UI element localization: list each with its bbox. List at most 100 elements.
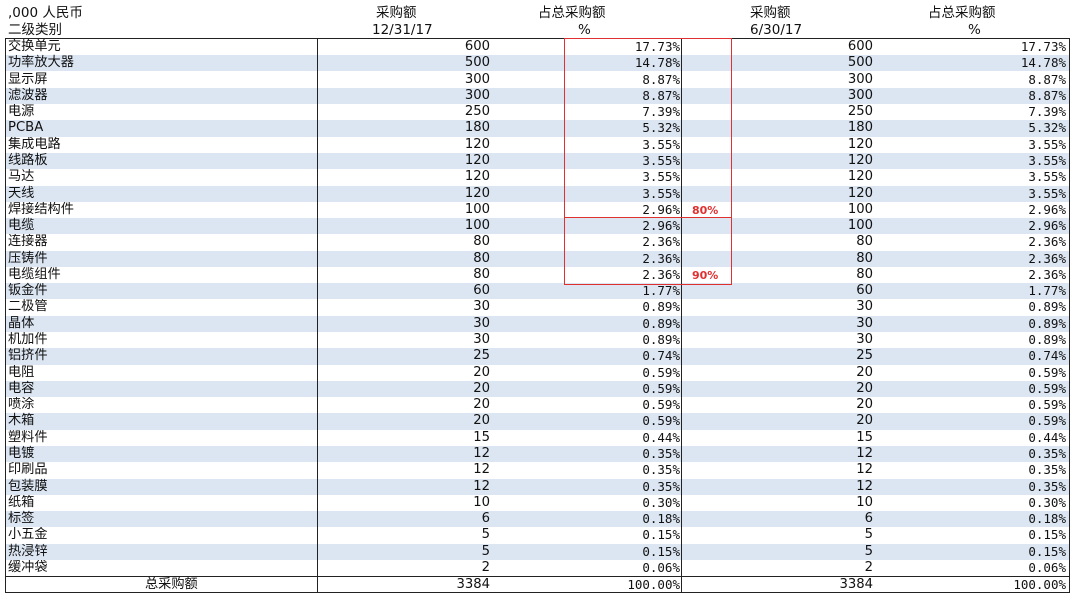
row-pct-dec: 3.55% <box>642 169 680 185</box>
row-value-dec: 5 <box>481 543 490 559</box>
table-row: 电阻 20 0.59% 20 0.59% <box>5 365 1070 381</box>
row-name: 压铸件 <box>8 250 48 266</box>
row-value-jun: 300 <box>847 87 873 103</box>
row-pct-jun: 8.87% <box>1028 87 1066 103</box>
row-pct-dec: 8.87% <box>642 71 680 87</box>
table-bottom-border <box>5 592 1070 593</box>
row-pct-jun: 2.96% <box>1028 201 1066 217</box>
row-pct-jun: 0.59% <box>1028 413 1066 429</box>
row-pct-jun: 5.32% <box>1028 120 1066 136</box>
row-value-jun: 120 <box>847 152 873 168</box>
row-pct-dec: 8.87% <box>642 87 680 103</box>
table-row: 木箱 20 0.59% 20 0.59% <box>5 413 1070 430</box>
row-name: 集成电路 <box>8 136 61 152</box>
row-pct-dec: 2.96% <box>642 218 680 234</box>
row-name: 木箱 <box>8 413 35 429</box>
row-value-jun: 12 <box>856 446 873 461</box>
row-pct-jun: 0.35% <box>1028 478 1066 494</box>
row-name: 喷涂 <box>8 397 35 413</box>
row-pct-jun: 17.73% <box>1020 39 1066 54</box>
table-row: 塑料件 15 0.44% 15 0.44% <box>5 430 1070 446</box>
row-value-dec: 60 <box>473 283 490 299</box>
row-value-dec: 12 <box>473 462 490 478</box>
row-pct-jun: 0.15% <box>1028 527 1066 543</box>
row-name: 标签 <box>8 511 35 527</box>
row-value-dec: 15 <box>473 429 490 445</box>
row-value-dec: 25 <box>473 348 490 364</box>
table-row: 焊接结构件 100 2.96% 100 2.96% <box>5 202 1070 218</box>
row-name: 显示屏 <box>8 71 48 87</box>
table-row: PCBA 180 5.32% 180 5.32% <box>5 120 1070 137</box>
table-row: 电容 20 0.59% 20 0.59% <box>5 380 1070 398</box>
row-value-jun: 5 <box>864 543 873 559</box>
row-name: 电缆 <box>8 218 35 234</box>
row-name: 晶体 <box>8 315 35 331</box>
row-value-jun: 6 <box>864 511 873 527</box>
row-pct-jun: 0.18% <box>1028 511 1066 527</box>
table-row: 铝挤件 25 0.74% 25 0.74% <box>5 348 1070 365</box>
row-name: 缓冲袋 <box>8 559 48 575</box>
row-value-jun: 30 <box>856 315 873 331</box>
row-name: 连接器 <box>8 234 48 250</box>
row-value-dec: 20 <box>473 397 490 413</box>
row-pct-jun: 0.59% <box>1028 380 1066 396</box>
row-value-jun: 12 <box>856 462 873 478</box>
row-value-dec: 120 <box>464 169 490 185</box>
table-row: 压铸件 80 2.36% 80 2.36% <box>5 250 1070 267</box>
row-value-jun: 80 <box>856 234 873 250</box>
row-name: 马达 <box>8 169 35 185</box>
row-pct-dec: 0.44% <box>642 429 680 445</box>
row-value-jun: 15 <box>856 429 873 445</box>
row-pct-dec: 0.89% <box>642 299 680 315</box>
annotation-box-80 <box>564 38 732 218</box>
table-row: 电镀 12 0.35% 12 0.35% <box>5 446 1070 463</box>
row-pct-dec: 7.39% <box>642 104 680 120</box>
annotation-box-90 <box>564 217 732 285</box>
col4-unit: % <box>968 22 981 38</box>
table-row: 集成电路 120 3.55% 120 3.55% <box>5 137 1070 153</box>
row-pct-dec: 5.32% <box>642 120 680 136</box>
row-value-jun: 2 <box>864 559 873 575</box>
row-value-dec: 12 <box>473 478 490 494</box>
row-pct-dec: 0.35% <box>642 446 680 461</box>
row-name: PCBA <box>8 120 44 136</box>
row-pct-dec: 3.55% <box>642 136 680 152</box>
row-pct-jun: 2.36% <box>1028 234 1066 250</box>
row-pct-dec: 0.06% <box>642 559 680 575</box>
row-name: 线路板 <box>8 152 48 168</box>
annotation-label-80: 80% <box>692 204 719 217</box>
row-pct-jun: 0.30% <box>1028 494 1066 510</box>
table-row: 电缆组件 80 2.36% 80 2.36% <box>5 267 1070 283</box>
row-name: 天线 <box>8 185 35 201</box>
row-value-dec: 6 <box>481 511 490 527</box>
row-value-dec: 80 <box>473 234 490 250</box>
row-pct-dec: 0.18% <box>642 511 680 527</box>
table-row: 连接器 80 2.36% 80 2.36% <box>5 234 1070 250</box>
row-name: 功率放大器 <box>8 55 74 71</box>
row-pct-jun: 8.87% <box>1028 71 1066 87</box>
row-value-jun: 20 <box>856 364 873 380</box>
row-pct-dec: 0.59% <box>642 413 680 429</box>
row-value-jun: 300 <box>847 71 873 87</box>
row-value-dec: 500 <box>464 55 490 71</box>
row-name: 塑料件 <box>8 429 48 445</box>
row-value-dec: 12 <box>473 446 490 461</box>
total-row: 总采购额 3384 100.00% 3384 100.00% <box>5 577 1070 593</box>
table-row: 小五金 5 0.15% 5 0.15% <box>5 527 1070 543</box>
row-value-dec: 30 <box>473 332 490 348</box>
row-value-jun: 120 <box>847 185 873 201</box>
row-pct-dec: 2.96% <box>642 201 680 217</box>
row-name: 钣金件 <box>8 283 48 299</box>
row-pct-dec: 0.59% <box>642 397 680 413</box>
row-name: 交换单元 <box>8 39 61 54</box>
total-p2: 100.00% <box>1013 577 1066 592</box>
row-value-jun: 120 <box>847 169 873 185</box>
table-row: 纸箱 10 0.30% 10 0.30% <box>5 495 1070 511</box>
row-value-dec: 80 <box>473 266 490 282</box>
col-divider <box>317 38 318 593</box>
row-name: 热浸锌 <box>8 543 48 559</box>
row-value-jun: 120 <box>847 136 873 152</box>
row-value-dec: 5 <box>481 527 490 543</box>
table-row: 电缆 100 2.96% 100 2.96% <box>5 218 1070 235</box>
table-row: 马达 120 3.55% 120 3.55% <box>5 169 1070 185</box>
